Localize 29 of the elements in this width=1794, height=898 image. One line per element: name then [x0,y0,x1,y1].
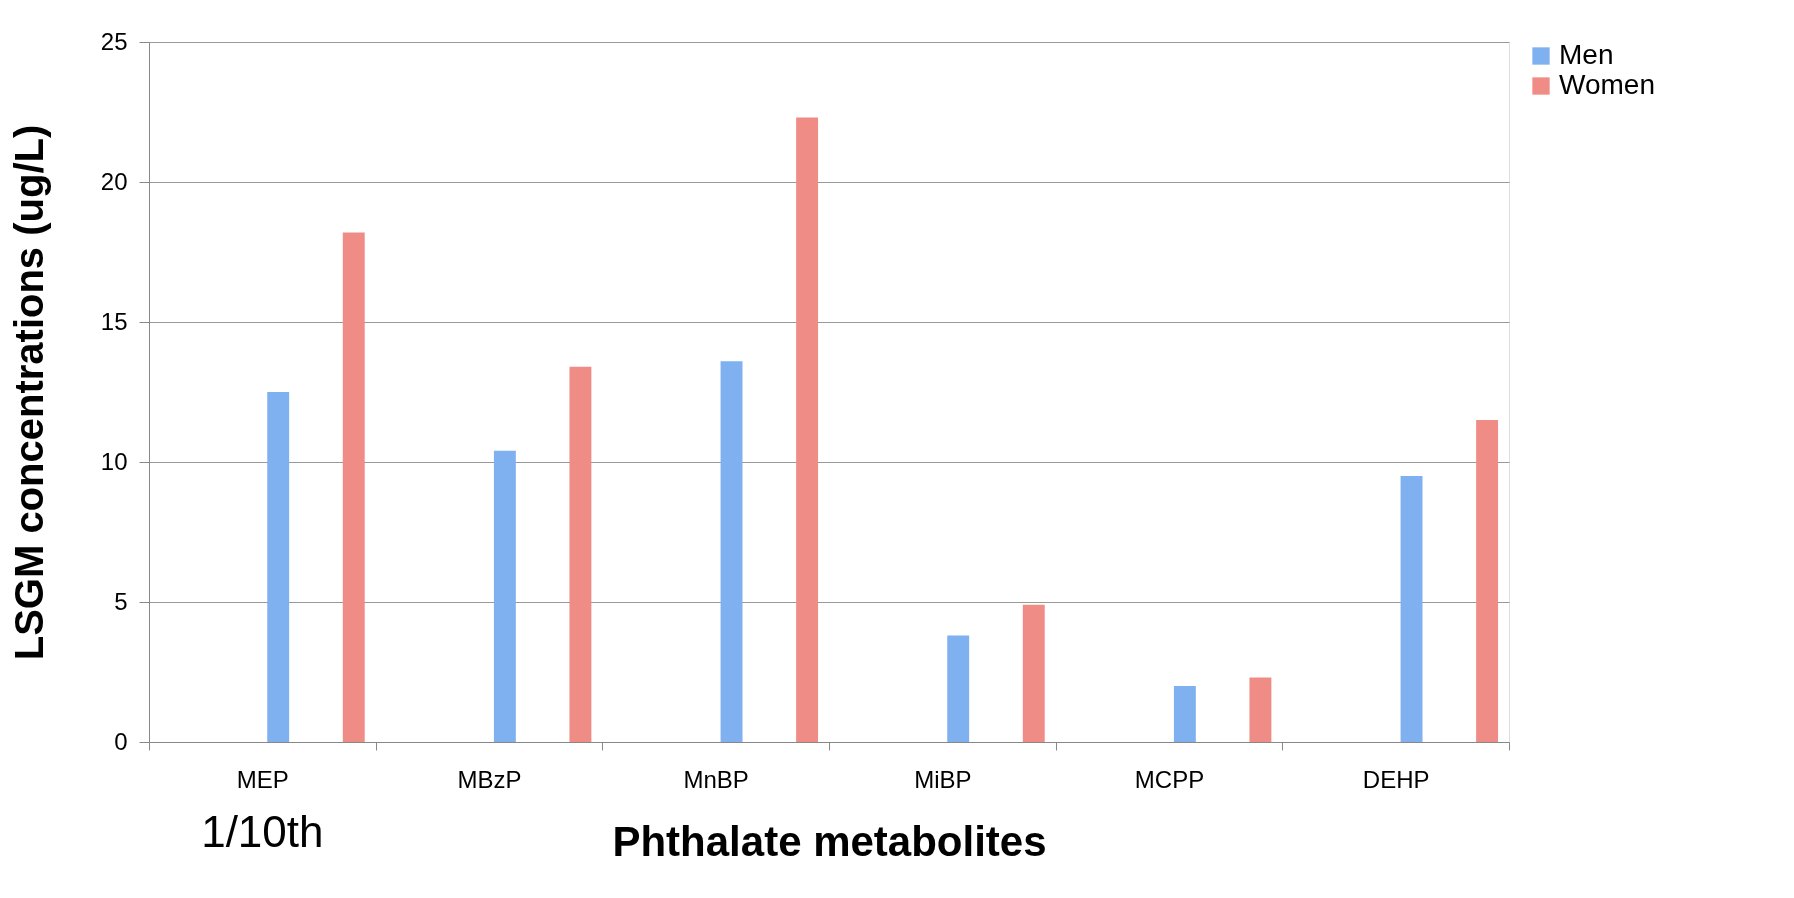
bar [1476,420,1499,742]
bar [796,117,819,742]
bar [720,361,743,742]
y-tick-label: 15 [100,307,128,335]
y-axis-title: LSGM concentrations (ug/L) [6,124,51,661]
x-axis-title: Phthalate metabolites [612,817,1047,865]
bar [1400,476,1423,742]
text: 1/10th [201,807,324,856]
x-tick-label: DEHP [1362,765,1430,793]
bar [267,392,290,742]
bar [569,366,592,742]
bar [947,635,970,742]
legend-label: Women [1559,69,1655,100]
x-tick-label: MBzP [457,765,522,793]
x-tick-label: MiBP [914,765,972,793]
bar [1249,677,1272,742]
y-tick-label: 10 [100,447,128,475]
x-tick-label: MCPP [1134,765,1205,793]
y-tick-label: 25 [100,27,128,55]
x-tick-label: MnBP [683,765,749,793]
y-tick-label: 0 [114,727,128,755]
bar [1022,604,1045,742]
bar [493,450,516,742]
x-tick-label: MEP [236,765,289,793]
y-tick-label: 20 [100,167,128,195]
y-tick-label: 5 [114,587,128,615]
legend-label: Men [1559,39,1614,70]
bar [1173,686,1196,742]
bar [342,232,365,742]
